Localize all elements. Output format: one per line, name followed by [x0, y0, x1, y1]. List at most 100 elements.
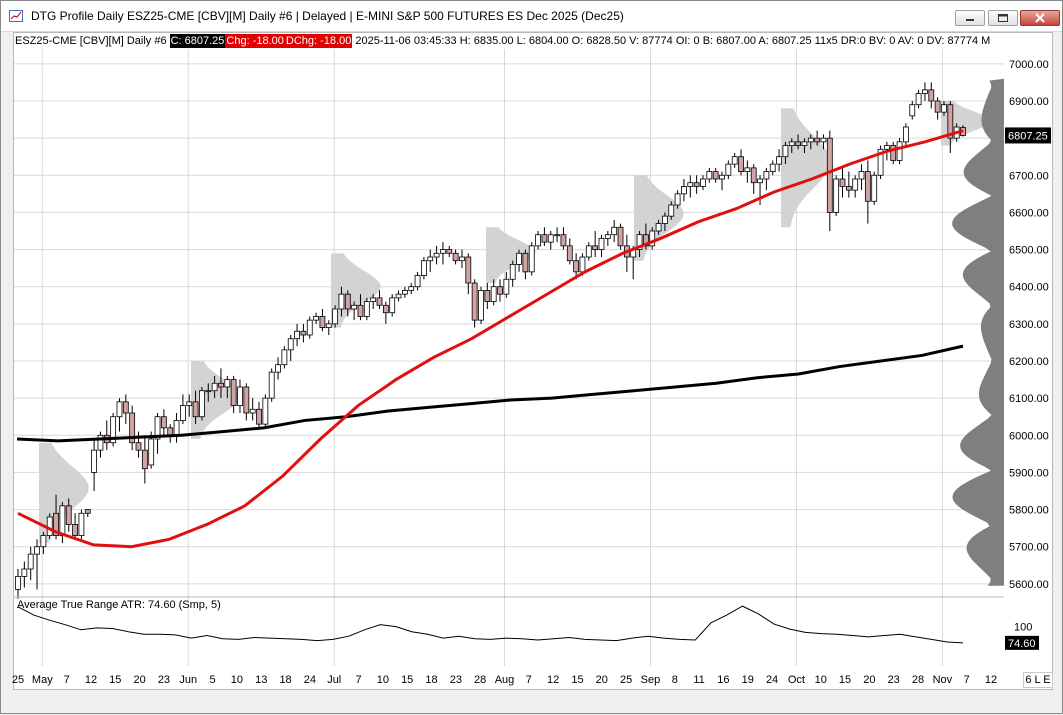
- candle: [401, 286, 408, 298]
- candle: [547, 231, 554, 250]
- candle: [788, 138, 795, 153]
- candle-body: [141, 449, 148, 470]
- atr-value-label: 74.60: [1008, 638, 1036, 650]
- candle: [306, 316, 313, 339]
- candle: [313, 312, 319, 324]
- candle: [611, 219, 618, 243]
- candle: [141, 435, 148, 484]
- last-price-label: 6807.25: [1008, 130, 1048, 142]
- candle: [566, 238, 573, 265]
- price-tick-label: 5900.00: [1009, 467, 1049, 479]
- candle: [370, 294, 377, 309]
- candle: [598, 234, 605, 257]
- candle-body: [376, 297, 383, 306]
- candle-body: [522, 252, 529, 273]
- date-tick-label: 7: [964, 674, 970, 686]
- le-button[interactable]: 6 L E: [1023, 672, 1053, 688]
- title-bar[interactable]: DTG Profile Daily ESZ25-CME [CBV][M] Dai…: [1, 1, 1062, 32]
- candle-body: [535, 234, 541, 247]
- candle: [249, 398, 256, 421]
- candle: [497, 279, 503, 302]
- candle: [427, 249, 434, 272]
- candle-body: [814, 137, 821, 143]
- date-tick-label: 28: [474, 674, 486, 686]
- minimize-button[interactable]: [955, 10, 985, 26]
- candle: [649, 227, 656, 250]
- date-tick-label: 10: [815, 674, 827, 686]
- candle: [21, 561, 28, 588]
- candle-body: [573, 260, 580, 273]
- candles: [15, 82, 966, 599]
- candle-body: [46, 516, 53, 536]
- candle-body: [72, 524, 78, 536]
- candle-body: [668, 204, 675, 217]
- candle-body: [281, 349, 288, 366]
- candle-body: [941, 104, 947, 113]
- candle-body: [401, 290, 408, 295]
- candle-body: [903, 126, 909, 143]
- candle-body: [319, 316, 326, 328]
- candle: [503, 271, 510, 298]
- candle-body: [179, 405, 186, 421]
- date-tick-label: Nov: [933, 674, 953, 686]
- candle-body: [820, 137, 827, 143]
- candle-body: [256, 408, 262, 425]
- candle-body: [547, 234, 554, 243]
- candle: [319, 309, 326, 332]
- candle-body: [655, 223, 662, 232]
- candle: [801, 138, 808, 153]
- candle-body: [433, 252, 440, 258]
- candle-body: [97, 434, 104, 451]
- candle: [687, 175, 694, 198]
- candle-body: [712, 171, 719, 180]
- candle: [230, 375, 237, 413]
- candle: [712, 167, 719, 183]
- date-tick-label: 20: [596, 674, 608, 686]
- candle-body: [833, 178, 840, 213]
- maximize-button[interactable]: [988, 10, 1018, 26]
- candle-body: [116, 401, 123, 418]
- candle-body: [160, 416, 167, 429]
- candle-body: [738, 156, 744, 172]
- date-tick-label: 23: [450, 674, 462, 686]
- candle: [681, 179, 687, 202]
- candle-body: [776, 156, 782, 165]
- candle-body: [91, 449, 98, 473]
- price-tick-label: 6300.00: [1009, 319, 1049, 331]
- candle-body: [408, 286, 415, 291]
- candle-body: [421, 260, 427, 276]
- candle-body: [357, 304, 364, 317]
- candle: [179, 394, 186, 425]
- candle: [376, 290, 383, 309]
- candle-body: [224, 379, 231, 388]
- candle: [237, 379, 243, 413]
- candle: [338, 286, 345, 317]
- price-tick-label: 6700.00: [1009, 170, 1049, 182]
- candle: [934, 97, 941, 120]
- candle-body: [40, 535, 47, 548]
- candle-body: [554, 234, 560, 237]
- candle: [389, 294, 396, 317]
- session-profile: [331, 253, 381, 328]
- candle: [941, 101, 947, 116]
- date-tick-label: 7: [526, 674, 532, 686]
- candle: [560, 227, 567, 250]
- date-tick-label: 18: [425, 674, 437, 686]
- candle-body: [27, 553, 34, 570]
- candle: [731, 153, 738, 168]
- candle: [896, 138, 903, 165]
- candle: [452, 249, 459, 265]
- candle: [268, 368, 275, 402]
- date-tick-label: 24: [304, 674, 316, 686]
- candle-body: [503, 278, 510, 295]
- candle-body: [167, 427, 174, 436]
- session-profile: [781, 108, 831, 228]
- candle-body: [706, 171, 713, 180]
- candle: [414, 271, 421, 291]
- symbol-label: ESZ25-CME [CBV][M] Daily #6: [15, 35, 167, 47]
- candle: [662, 212, 668, 231]
- price-tick-label: 5800.00: [1009, 505, 1049, 517]
- close-button[interactable]: [1020, 10, 1060, 26]
- quote-details: 2025-11-06 03:45:33 H: 6835.00 L: 6804.0…: [355, 35, 991, 47]
